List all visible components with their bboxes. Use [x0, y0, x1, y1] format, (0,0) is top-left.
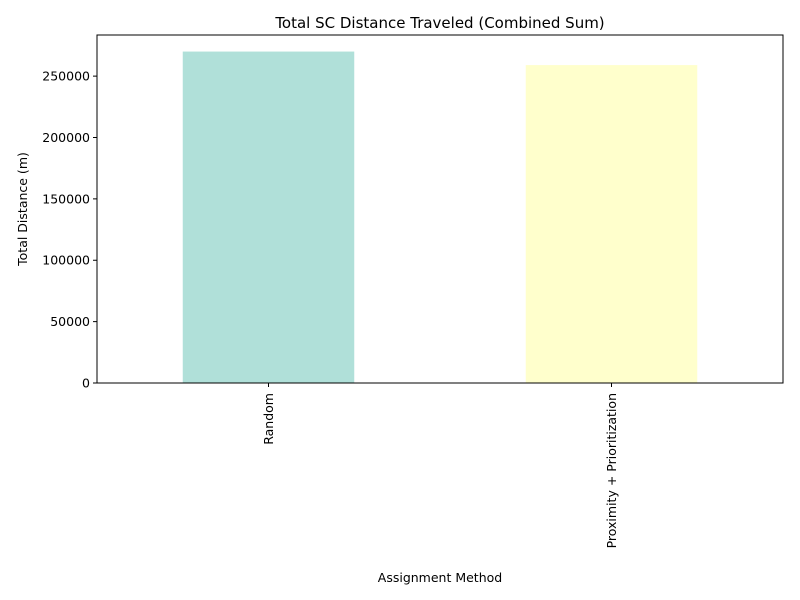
plot-frame: [96, 34, 784, 384]
bar-1: [525, 65, 698, 383]
bars-layer: [182, 51, 698, 383]
y-tick-label-0: 0: [82, 376, 90, 391]
x-axis-label: Assignment Method: [378, 570, 502, 585]
y-tick-label-5: 250000: [42, 69, 90, 84]
y-axis-label: Total Distance (m): [15, 152, 30, 267]
y-tick-label-2: 100000: [42, 253, 90, 268]
x-tick-label-1: Proximity + Prioritization: [604, 393, 619, 548]
chart-title: Total SC Distance Traveled (Combined Sum…: [274, 14, 604, 32]
x-axis: Random Proximity + Prioritization: [261, 383, 619, 548]
y-axis: 0 50000 100000 150000 200000 250000: [42, 69, 97, 391]
x-tick-label-0: Random: [261, 393, 276, 445]
bar-0: [182, 51, 355, 383]
y-tick-label-3: 150000: [42, 191, 90, 206]
y-tick-label-1: 50000: [50, 314, 90, 329]
y-tick-label-4: 200000: [42, 130, 90, 145]
